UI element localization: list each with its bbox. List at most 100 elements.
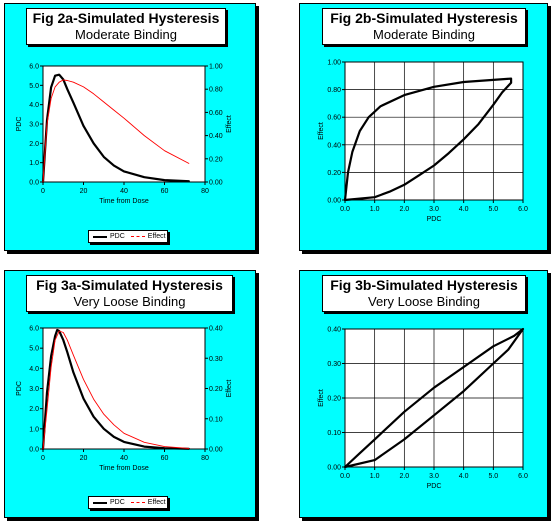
fig2b-panel: Fig 2b-Simulated Hysteresis Moderate Bin… bbox=[299, 3, 548, 251]
fig2b-series-curve-0 bbox=[343, 77, 513, 202]
fig2b-ylabel: Effect bbox=[318, 122, 325, 140]
fig2a-ytick-label-2: 2.0 bbox=[29, 141, 39, 148]
fig3a-xtick-label-1: 20 bbox=[80, 455, 88, 462]
fig3b-xtick-label-1: 1.0 bbox=[370, 473, 380, 480]
fig2b-ytick-label-0: 0.00 bbox=[327, 198, 341, 205]
fig2a-y2tick-label-3: 0.60 bbox=[209, 110, 223, 117]
fig2a-ylabel: PDC bbox=[16, 117, 23, 132]
fig3a-y2label: Effect bbox=[226, 380, 233, 398]
fig2a-series-effect bbox=[42, 79, 190, 183]
fig3b-title-box: Fig 3b-Simulated Hysteresis Very Loose B… bbox=[322, 275, 526, 312]
fig2a-y2tick-label-5: 1.00 bbox=[209, 64, 223, 71]
fig3a-ylabel: PDC bbox=[16, 381, 23, 396]
fig2a-series-pdc bbox=[41, 73, 190, 184]
fig3a-ytick-label-0: 0.0 bbox=[29, 447, 39, 454]
fig2b-title: Fig 2b-Simulated Hysteresis bbox=[330, 10, 518, 26]
fig3b-xtick-label-4: 4.0 bbox=[459, 473, 469, 480]
fig2a-xtick-label-1: 20 bbox=[80, 188, 88, 195]
fig2b-ytick-label-2: 0.40 bbox=[327, 142, 341, 149]
fig3a-xlabel: Time from Dose bbox=[99, 465, 149, 472]
fig3a-title: Fig 3a-Simulated Hysteresis bbox=[36, 277, 223, 293]
fig3b-panel: Fig 3b-Simulated Hysteresis Very Loose B… bbox=[299, 270, 548, 518]
fig3a-xtick-label-2: 40 bbox=[120, 455, 128, 462]
fig3b-xtick-label-6: 6.0 bbox=[518, 473, 528, 480]
fig2a-legend-pdc-label: PDC bbox=[110, 233, 125, 240]
fig2a-y2tick-label-1: 0.20 bbox=[209, 156, 223, 163]
fig2b-xtick-label-1: 1.0 bbox=[370, 206, 380, 213]
fig2a-ytick-label-5: 5.0 bbox=[29, 83, 39, 90]
fig2a-ytick-label-1: 1.0 bbox=[29, 160, 39, 167]
fig3b-ytick-label-1: 0.10 bbox=[327, 430, 341, 437]
fig2a-plot-area bbox=[42, 65, 206, 183]
fig3a-y2tick-label-4: 0.40 bbox=[209, 326, 223, 333]
fig3a-ytick-label-5: 5.0 bbox=[29, 346, 39, 353]
fig3a-y2tick-label-3: 0.30 bbox=[209, 356, 223, 363]
fig2b-xtick-label-5: 5.0 bbox=[488, 206, 498, 213]
fig3a-panel: Fig 3a-Simulated Hysteresis Very Loose B… bbox=[4, 270, 256, 518]
fig3b-xtick-label-2: 2.0 bbox=[399, 473, 409, 480]
fig2a-y2label: Effect bbox=[226, 115, 233, 133]
fig2a-y2tick-label-2: 0.40 bbox=[209, 133, 223, 140]
fig2a-y2tick-label-4: 0.80 bbox=[209, 87, 223, 94]
fig2b-xtick-label-3: 3.0 bbox=[429, 206, 439, 213]
fig3a-legend-effect-swatch bbox=[130, 502, 145, 503]
fig3b-chart: 0.0 1.0 2.0 3.0 4.0 5.0 6.0 0.00 0.10 0.20 0.30 0.4… bbox=[318, 327, 528, 491]
fig2a-chart: 0 20 40 60 80 0.0 1.0 2.0 3.0 4.0 5.0 6.0 0.00 0.20 0.… bbox=[16, 64, 233, 206]
fig2b-chart: 0.0 1.0 2.0 3.0 4.0 5.0 6.0 0.00 0.20 0.40 0.60 0.8… bbox=[318, 60, 528, 224]
fig3b-subtitle: Very Loose Binding bbox=[367, 294, 481, 309]
fig3a-y2tick-label-2: 0.20 bbox=[209, 386, 223, 393]
fig3a-title-box: Fig 3a-Simulated Hysteresis Very Loose B… bbox=[26, 275, 233, 312]
fig3a-plot-area bbox=[42, 327, 206, 450]
fig3a-xtick-label-3: 60 bbox=[161, 455, 169, 462]
fig2a-title: Fig 2a-Simulated Hysteresis bbox=[32, 10, 220, 26]
fig3a-ytick-label-2: 2.0 bbox=[29, 406, 39, 413]
fig2a-xlabel: Time from Dose bbox=[99, 198, 149, 205]
fig2b-title-box: Fig 2b-Simulated Hysteresis Moderate Bin… bbox=[322, 8, 526, 45]
fig2b-xlabel: PDC bbox=[427, 216, 442, 223]
fig3a-series-pdc bbox=[41, 328, 190, 451]
fig3a-legend-pdc-swatch bbox=[93, 501, 107, 504]
fig2a-ytick-label-0: 0.0 bbox=[29, 180, 39, 187]
fig3b-xlabel: PDC bbox=[427, 483, 442, 490]
fig3a-series-effect bbox=[42, 330, 190, 450]
fig2a-xtick-label-2: 40 bbox=[120, 188, 128, 195]
fig3b-ytick-label-0: 0.00 bbox=[327, 465, 341, 472]
fig2b-ytick-label-3: 0.60 bbox=[327, 115, 341, 122]
fig3b-ylabel: Effect bbox=[318, 389, 325, 407]
fig3a-legend: PDC Effect bbox=[88, 496, 168, 509]
fig3b-series-curve-0 bbox=[343, 327, 525, 469]
fig2a-subtitle: Moderate Binding bbox=[75, 27, 177, 42]
fig2a-ytick-label-3: 3.0 bbox=[29, 122, 39, 129]
fig3b-xtick-label-3: 3.0 bbox=[429, 473, 439, 480]
fig3a-xtick-label-4: 80 bbox=[201, 455, 209, 462]
fig2b-ytick-label-1: 0.20 bbox=[327, 170, 341, 177]
fig2a-legend: PDC Effect bbox=[88, 230, 168, 243]
fig3b-xtick-label-0: 0.0 bbox=[340, 473, 350, 480]
fig2a-legend-pdc-swatch bbox=[93, 235, 107, 238]
fig2a-panel: Fig 2a-Simulated Hysteresis Moderate Bin… bbox=[4, 3, 256, 251]
fig2a-ytick-label-6: 6.0 bbox=[29, 64, 39, 71]
fig2b-xtick-label-0: 0.0 bbox=[340, 206, 350, 213]
fig3a-ytick-label-3: 3.0 bbox=[29, 386, 39, 393]
fig2a-y2tick-label-0: 0.00 bbox=[209, 180, 223, 187]
fig3b-ytick-label-2: 0.20 bbox=[327, 396, 341, 403]
fig2b-subtitle: Moderate Binding bbox=[373, 27, 475, 42]
fig3a-ytick-label-1: 1.0 bbox=[29, 426, 39, 433]
fig2b-xtick-label-2: 2.0 bbox=[399, 206, 409, 213]
fig2a-title-box: Fig 2a-Simulated Hysteresis Moderate Bin… bbox=[26, 8, 226, 45]
fig2b-ytick-label-5: 1.00 bbox=[327, 60, 341, 67]
fig2b-xtick-label-6: 6.0 bbox=[518, 206, 528, 213]
fig2a-legend-effect-label: Effect bbox=[147, 233, 166, 240]
fig2a-xtick-label-3: 60 bbox=[161, 188, 169, 195]
fig2b-ytick-label-4: 0.80 bbox=[327, 87, 341, 94]
fig3a-y2tick-label-0: 0.00 bbox=[209, 447, 223, 454]
fig3a-xtick-label-0: 0 bbox=[41, 455, 45, 462]
fig3b-ytick-label-4: 0.40 bbox=[327, 327, 341, 334]
fig3a-legend-effect-label: Effect bbox=[147, 499, 166, 506]
fig3a-ytick-label-4: 4.0 bbox=[29, 366, 39, 373]
fig3a-legend-pdc-label: PDC bbox=[110, 499, 125, 506]
fig3b-ytick-label-3: 0.30 bbox=[327, 361, 341, 368]
fig3b-xtick-label-5: 5.0 bbox=[488, 473, 498, 480]
fig3a-chart: 0 20 40 60 80 0.0 1.0 2.0 3.0 4.0 5.0 6.0 0.00 0.10 0.… bbox=[16, 326, 233, 473]
fig2a-ytick-label-4: 4.0 bbox=[29, 102, 39, 109]
